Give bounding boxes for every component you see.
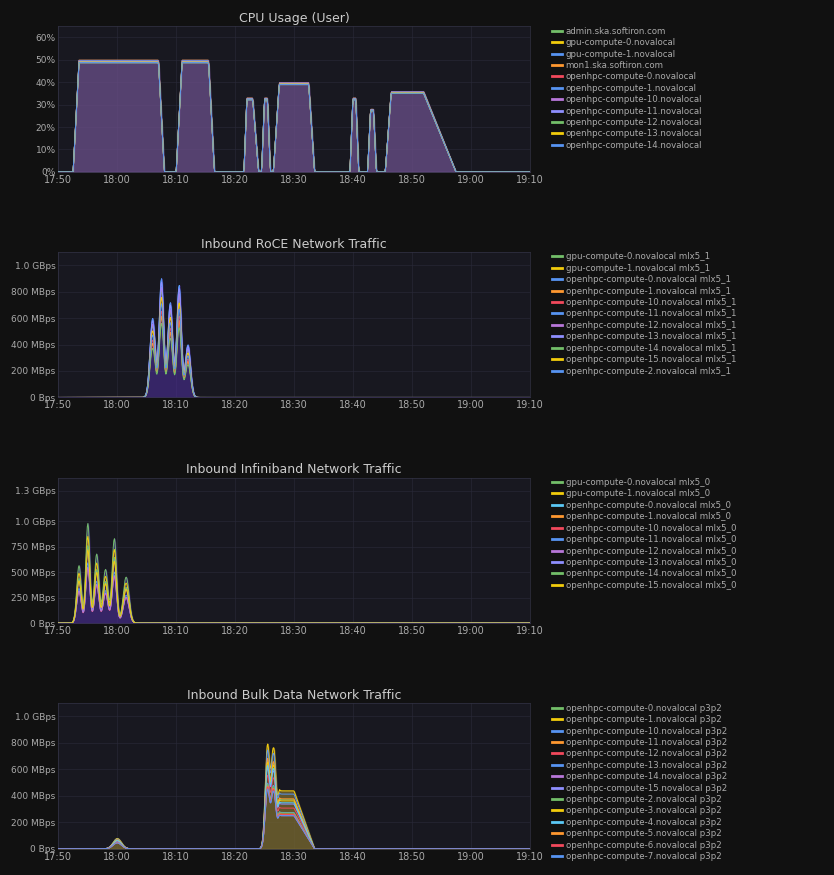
Legend: gpu-compute-0.novalocal mlx5_0, gpu-compute-1.novalocal mlx5_0, openhpc-compute-: gpu-compute-0.novalocal mlx5_0, gpu-comp…	[549, 474, 740, 593]
Title: Inbound RoCE Network Traffic: Inbound RoCE Network Traffic	[201, 238, 387, 251]
Legend: gpu-compute-0.novalocal mlx5_1, gpu-compute-1.novalocal mlx5_1, openhpc-compute-: gpu-compute-0.novalocal mlx5_1, gpu-comp…	[549, 249, 740, 379]
Title: Inbound Bulk Data Network Traffic: Inbound Bulk Data Network Traffic	[187, 689, 401, 702]
Legend: openhpc-compute-0.novalocal p3p2, openhpc-compute-1.novalocal p3p2, openhpc-comp: openhpc-compute-0.novalocal p3p2, openhp…	[549, 700, 731, 864]
Title: CPU Usage (User): CPU Usage (User)	[239, 12, 349, 25]
Title: Inbound Infiniband Network Traffic: Inbound Infiniband Network Traffic	[186, 464, 402, 476]
Legend: admin.ska.softiron.com, gpu-compute-0.novalocal, gpu-compute-1.novalocal, mon1.s: admin.ska.softiron.com, gpu-compute-0.no…	[549, 24, 706, 153]
